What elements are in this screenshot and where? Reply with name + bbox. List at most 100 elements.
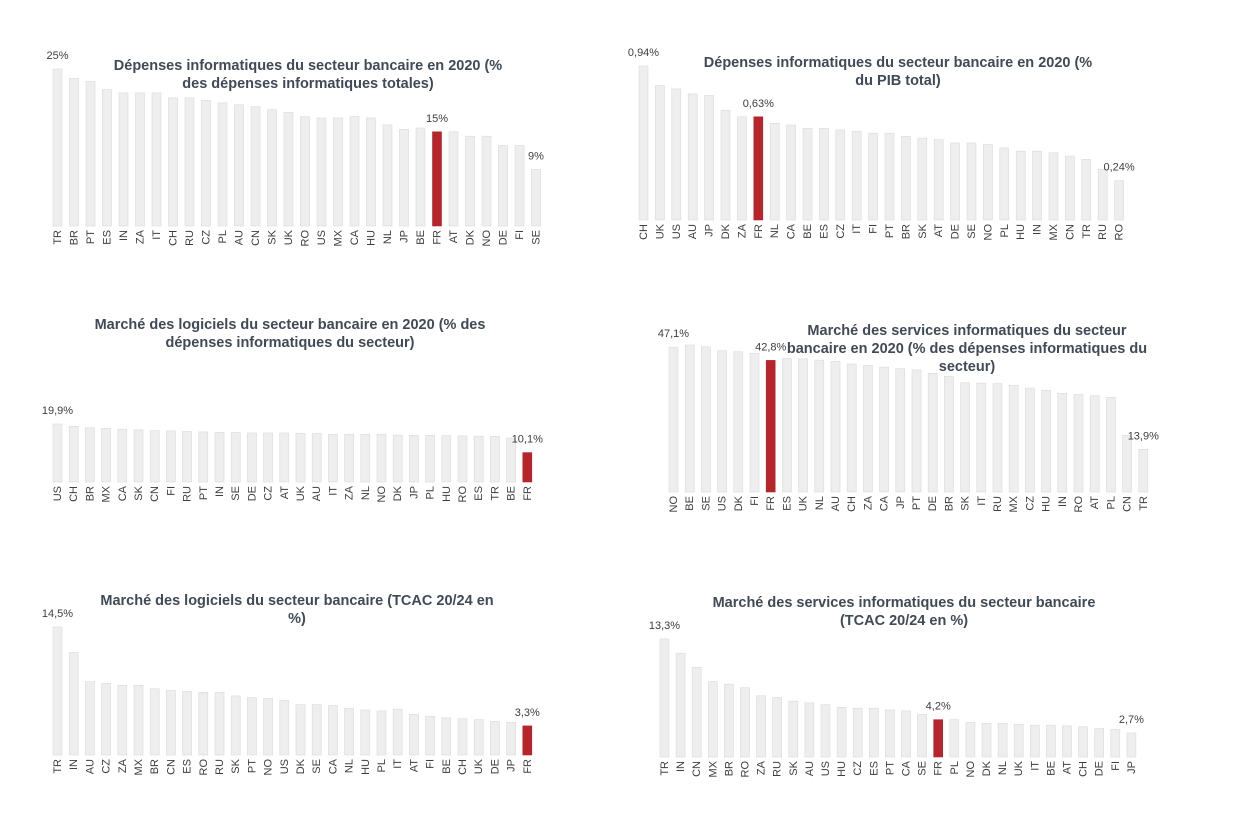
- data-label-fr: 4,2%: [926, 701, 951, 713]
- tick-label-in: IN: [68, 759, 80, 770]
- bar-pl: [949, 719, 960, 758]
- bar-es: [102, 89, 112, 227]
- bar-no: [263, 698, 273, 756]
- tick-label-de: DE: [489, 759, 501, 774]
- tick-label-ch: CH: [68, 486, 80, 502]
- bar-dk: [295, 704, 306, 756]
- bar-cn: [250, 106, 261, 227]
- tick-label-au: AU: [234, 230, 246, 245]
- bar-hu: [441, 435, 452, 483]
- tick-label-in: IN: [1032, 224, 1044, 235]
- bar-ca: [349, 116, 360, 227]
- bar-hu: [836, 707, 847, 758]
- bar-tr: [52, 68, 63, 227]
- tick-label-de: DE: [950, 224, 962, 239]
- bar-uk: [655, 85, 665, 221]
- bar-tr: [1138, 449, 1149, 493]
- tick-label-fr: FR: [753, 224, 765, 239]
- tick-label-no: NO: [481, 230, 493, 247]
- bar-at: [1089, 395, 1100, 493]
- bar-se: [701, 346, 711, 493]
- tick-label-in: IN: [118, 230, 130, 241]
- bar-ch: [638, 65, 649, 221]
- tick-label-za: ZA: [117, 758, 129, 773]
- bar-at: [933, 139, 944, 221]
- tick-label-ro: RO: [457, 486, 469, 503]
- tick-label-mx: MX: [101, 485, 113, 502]
- bar-de: [1094, 728, 1105, 758]
- bar-br: [724, 683, 734, 758]
- tick-label-hu: HU: [366, 230, 378, 246]
- bar-hu: [366, 117, 376, 227]
- tick-label-fi: FI: [514, 230, 526, 240]
- bar-nl: [997, 723, 1008, 758]
- tick-label-es: ES: [818, 224, 830, 239]
- tick-label-pl: PL: [949, 761, 961, 774]
- bar-sk: [788, 700, 799, 758]
- bar-de: [927, 373, 938, 493]
- bar-no: [965, 722, 976, 758]
- tick-label-it: IT: [392, 759, 404, 769]
- tick-label-at: AT: [279, 486, 291, 500]
- bar-pt: [885, 709, 895, 758]
- bar-za: [756, 695, 766, 758]
- data-label-tr: 13,3%: [649, 620, 680, 632]
- chart-title: Marché des logiciels du secteur bancaire…: [94, 317, 486, 351]
- tick-label-sk: SK: [267, 229, 279, 244]
- bar-au: [311, 433, 322, 483]
- bar-no: [481, 135, 492, 227]
- tick-label-it: IT: [851, 224, 863, 234]
- bar-fi: [166, 430, 176, 483]
- chart-title: Marché des logiciels du secteur bancaire…: [100, 593, 494, 627]
- bar-fi: [1110, 729, 1121, 758]
- tick-label-se: SE: [230, 486, 242, 501]
- bar-no: [983, 144, 993, 221]
- tick-label-es: ES: [473, 486, 485, 501]
- tick-label-nl: NL: [360, 486, 372, 500]
- tick-label-za: ZA: [344, 485, 356, 500]
- tick-label-us: US: [279, 759, 291, 774]
- tick-label-at: AT: [408, 759, 420, 773]
- tick-label-nl: NL: [382, 230, 394, 244]
- tick-label-pt: PT: [884, 224, 896, 238]
- bar-ru: [214, 692, 225, 756]
- tick-label-jp: JP: [704, 224, 716, 237]
- tick-label-ch: CH: [457, 759, 469, 775]
- tick-label-dk: DK: [720, 223, 732, 239]
- bar-au: [804, 702, 815, 758]
- bar-jp: [1126, 732, 1137, 758]
- bar-br: [901, 136, 911, 221]
- tick-label-br: BR: [84, 486, 96, 501]
- bar-za: [737, 116, 747, 221]
- bar-it: [851, 131, 862, 221]
- tick-label-br: BR: [723, 761, 735, 776]
- bar-sk: [917, 137, 928, 221]
- tick-label-fi: FI: [1110, 761, 1122, 771]
- bar-ch: [846, 363, 857, 493]
- data-label-tr: 25%: [46, 50, 68, 62]
- bar-it: [151, 92, 162, 227]
- tick-label-cz: CZ: [101, 759, 113, 774]
- bar-dk: [733, 351, 744, 493]
- tick-label-in: IN: [214, 486, 226, 497]
- bar-se: [966, 142, 977, 221]
- bar-at: [448, 131, 459, 227]
- tick-label-ch: CH: [168, 230, 180, 246]
- bar-es: [473, 435, 484, 483]
- tick-label-pt: PT: [85, 230, 97, 244]
- bar-ru: [992, 383, 1003, 493]
- tick-label-at: AT: [448, 230, 460, 244]
- tick-label-ro: RO: [1073, 496, 1085, 513]
- bar-ru: [184, 97, 195, 227]
- tick-label-cn: CN: [1122, 496, 1134, 512]
- tick-label-pt: PT: [884, 761, 896, 775]
- tick-label-fr: FR: [765, 496, 777, 511]
- bar-ca: [786, 124, 796, 221]
- tick-label-se: SE: [917, 761, 929, 776]
- tick-label-us: US: [316, 230, 328, 245]
- tick-label-no: NO: [263, 759, 275, 776]
- tick-label-ch: CH: [638, 224, 650, 240]
- data-label-fr: 15%: [426, 113, 448, 125]
- tick-label-cz: CZ: [852, 761, 864, 776]
- tick-label-ro: RO: [1114, 224, 1126, 241]
